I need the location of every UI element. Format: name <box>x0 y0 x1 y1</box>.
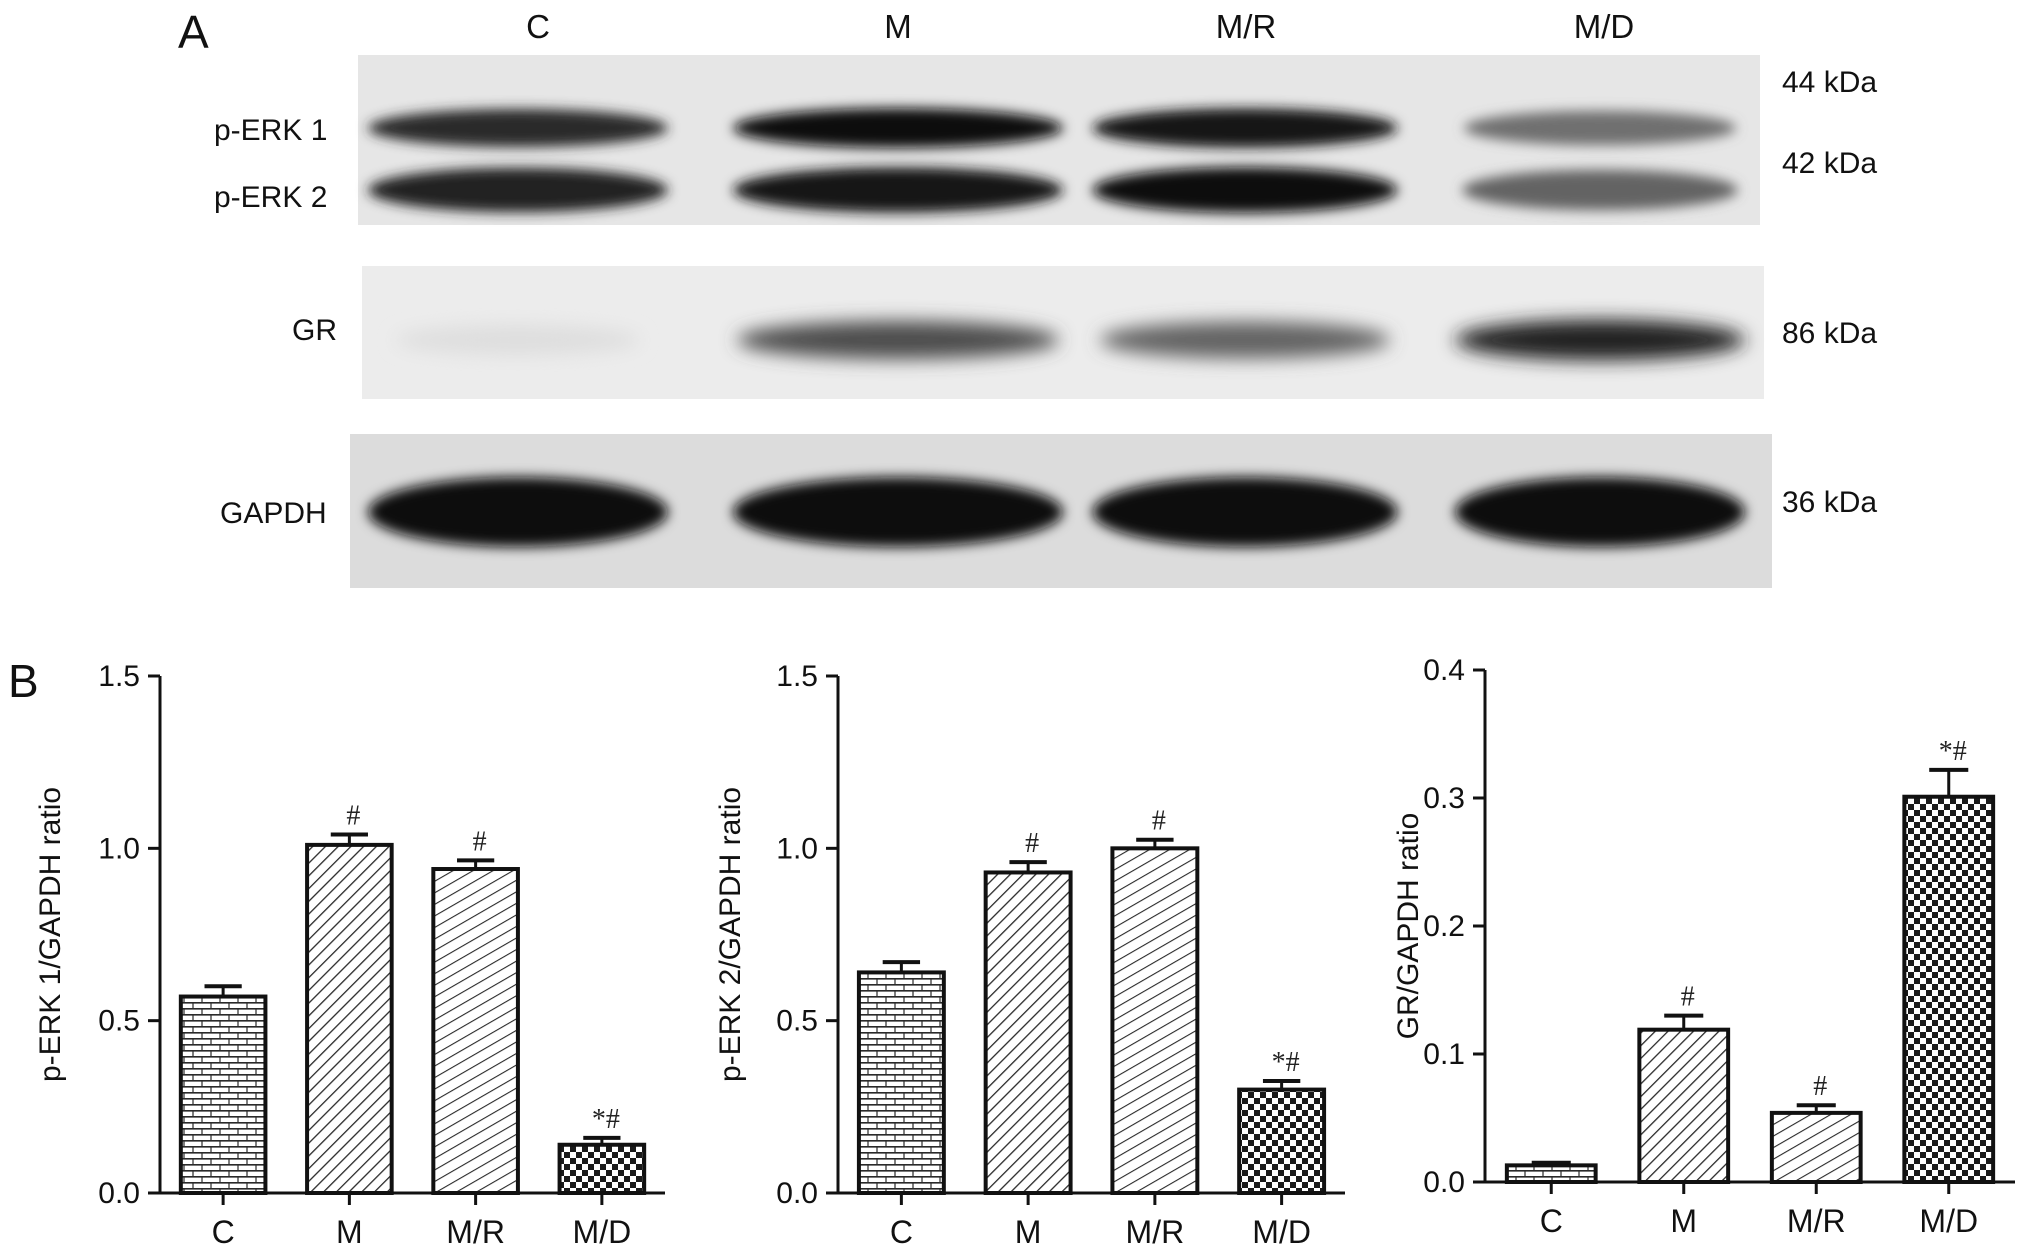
lane-label-c: C <box>526 8 550 45</box>
x-category-label: M/R <box>446 1214 505 1250</box>
bar-md <box>1237 1087 1327 1195</box>
band-gapdh-lane-3 <box>1092 477 1398 547</box>
x-category-label: C <box>212 1214 235 1250</box>
band-p-erk1-lane-2 <box>733 108 1063 148</box>
x-category-label: M/D <box>1252 1214 1311 1250</box>
band-gapdh-lane-1 <box>368 477 668 547</box>
lane-label-mr: M/R <box>1216 8 1277 45</box>
bar-m <box>305 842 394 1195</box>
protein-label-gr: GR <box>292 314 337 347</box>
panel-b-label: B <box>8 655 39 707</box>
y-tick-label: 0.1 <box>1423 1038 1465 1071</box>
bar-mr <box>1769 1110 1863 1185</box>
mw-label-44kda: 44 kDa <box>1782 66 1877 99</box>
y-tick-label: 0.4 <box>1423 654 1465 687</box>
lane-labels: C M M/R M/D <box>526 8 1634 45</box>
band-gr-lane-3 <box>1100 321 1390 359</box>
x-category-label: M/D <box>573 1214 632 1250</box>
x-category-label: C <box>890 1214 913 1250</box>
y-tick-label: 0.0 <box>1423 1166 1465 1199</box>
band-p-erk1-lane-3 <box>1092 108 1398 148</box>
bar-c <box>1504 1163 1598 1184</box>
band-gapdh-lane-4 <box>1455 477 1745 547</box>
band-p-erk2-lane-3 <box>1092 167 1398 213</box>
band-gapdh-lane-2 <box>733 477 1063 547</box>
mw-label-86kda: 86 kDa <box>1782 317 1877 350</box>
x-category-label: C <box>1540 1203 1563 1239</box>
bar-c <box>856 970 946 1195</box>
y-tick-label: 1.0 <box>98 832 140 865</box>
band-gr-lane-4 <box>1455 319 1745 361</box>
x-category-label: M/R <box>1787 1203 1846 1239</box>
panel-a-label: A <box>178 6 209 58</box>
y-tick-label: 0.0 <box>776 1177 818 1210</box>
protein-label-perk2: p-ERK 2 <box>214 181 327 214</box>
bar-md <box>557 1142 647 1196</box>
y-axis-title: p-ERK 1/GAPDH ratio <box>34 787 67 1082</box>
protein-label-gapdh: GAPDH <box>220 497 327 530</box>
y-tick-label: 0.2 <box>1423 910 1465 943</box>
chart-gr-ratio: 0.0 0.1 0.2 0.3 0.4 GR/GAPDH ratio C M # M/R # M/D *… <box>1392 654 2015 1239</box>
significance-marker: *# <box>1272 1047 1300 1078</box>
lane-label-m: M <box>884 8 912 45</box>
chart-perk1-ratio: 0.0 0.5 1.0 1.5 p-ERK 1/GAPDH ratio C M # M/R # M/… <box>34 660 665 1250</box>
bar-mr <box>1110 846 1200 1195</box>
mw-label-42kda: 42 kDa <box>1782 147 1877 180</box>
significance-marker: # <box>346 801 360 832</box>
significance-marker: *# <box>592 1104 620 1135</box>
mw-label-36kda: 36 kDa <box>1782 486 1877 519</box>
y-tick-label: 0.3 <box>1423 782 1465 815</box>
blot-gapdh: GAPDH 36 kDa <box>220 434 1877 588</box>
band-p-erk1-lane-1 <box>368 108 668 148</box>
significance-marker: # <box>1152 806 1166 837</box>
bands-perk1 <box>368 108 1736 148</box>
y-tick-label: 1.5 <box>98 660 140 693</box>
chart-perk2-ratio: 0.0 0.5 1.0 1.5 p-ERK 2/GAPDH ratio C M # M/R # M/… <box>714 660 1345 1250</box>
x-category-label: M <box>1670 1203 1697 1239</box>
lane-label-md: M/D <box>1574 8 1635 45</box>
significance-marker: # <box>473 826 487 857</box>
panel-b-bar-charts: B 0.0 0.5 1.0 1.5 p-ERK 1/GAPDH ratio C M # M/R #… <box>8 654 2015 1250</box>
bar-md <box>1902 794 1996 1184</box>
panel-a-western-blot: A C M M/R M/D p-ERK 1 p-ERK 2 44 kDa 42 … <box>178 6 1877 588</box>
bands-gapdh <box>368 477 1745 547</box>
x-category-label: M <box>336 1214 363 1250</box>
significance-marker: *# <box>1939 736 1967 767</box>
band-p-erk2-lane-4 <box>1462 169 1738 211</box>
blot-perk: p-ERK 1 p-ERK 2 44 kDa 42 kDa <box>214 55 1877 225</box>
y-tick-label: 1.0 <box>776 832 818 865</box>
band-p-erk2-lane-1 <box>368 167 668 213</box>
x-category-label: M/R <box>1126 1214 1185 1250</box>
y-tick-label: 1.5 <box>776 660 818 693</box>
y-axis-title: p-ERK 2/GAPDH ratio <box>714 787 747 1082</box>
bar-c <box>178 994 268 1195</box>
bands-perk2 <box>368 167 1738 213</box>
y-axis-title: GR/GAPDH ratio <box>1392 813 1425 1040</box>
significance-marker: # <box>1681 982 1695 1013</box>
bands-gr <box>395 319 1745 361</box>
bar-mr <box>431 867 520 1195</box>
band-p-erk2-lane-2 <box>733 167 1063 213</box>
blot-gr: GR 86 kDa <box>292 266 1877 399</box>
protein-label-perk1: p-ERK 1 <box>214 114 327 147</box>
band-p-erk1-lane-4 <box>1464 110 1736 146</box>
significance-marker: # <box>1025 828 1039 859</box>
y-tick-label: 0.0 <box>98 1177 140 1210</box>
significance-marker: # <box>1813 1071 1827 1102</box>
band-gr-lane-2 <box>737 320 1059 360</box>
bar-m <box>983 870 1073 1196</box>
bar-m <box>1637 1027 1731 1185</box>
y-tick-label: 0.5 <box>776 1005 818 1038</box>
band-gr-lane-1 <box>395 324 641 356</box>
x-category-label: M <box>1015 1214 1042 1250</box>
x-category-label: M/D <box>1919 1203 1978 1239</box>
y-tick-label: 0.5 <box>98 1005 140 1038</box>
